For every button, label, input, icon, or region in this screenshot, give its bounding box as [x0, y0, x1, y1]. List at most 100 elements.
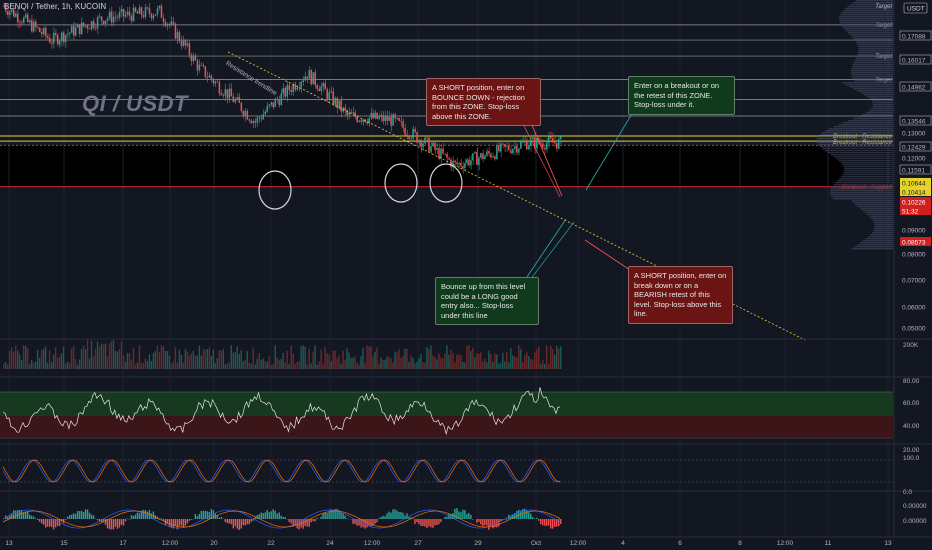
candle-body — [318, 88, 320, 92]
macd-histogram-bar — [116, 519, 119, 529]
volume-bar — [58, 356, 61, 369]
annotation-short-top[interactable]: A SHORT position, enter on BOUNCE DOWN -… — [426, 78, 541, 126]
volume-bar — [196, 355, 199, 369]
macd-histogram-bar — [278, 512, 280, 519]
price-tag-bg — [899, 30, 932, 41]
volume-bar — [36, 349, 39, 369]
rsi-scale-label: 60.00 — [903, 400, 920, 407]
candle-body — [214, 81, 217, 84]
volume-bar — [436, 359, 438, 369]
volume-bar — [290, 345, 292, 369]
volume-bar — [392, 362, 394, 369]
price-tag-bg — [899, 81, 932, 92]
macd-histogram-bar — [332, 509, 334, 519]
candle-body — [348, 112, 350, 115]
volume-bar — [172, 361, 175, 369]
macd-histogram-bar — [514, 513, 516, 519]
volume-profile-bar — [864, 94, 893, 96]
volume-profile-bar — [819, 146, 893, 148]
volume-profile-bar — [857, 54, 893, 56]
volume-profile-bar — [816, 140, 893, 142]
candle-body — [464, 163, 466, 169]
candle-body — [64, 34, 67, 43]
volume-bar — [356, 362, 358, 369]
volume-profile-bar — [864, 212, 893, 214]
candle-body — [462, 166, 464, 169]
volume-bar — [434, 356, 436, 369]
stoch-panel — [0, 443, 932, 483]
level-label: Target — [875, 23, 892, 29]
macd-histogram-bar — [518, 509, 520, 519]
volume-profile-bar — [832, 198, 893, 200]
volume-bar — [346, 348, 348, 369]
candle-body — [292, 84, 294, 92]
volume-bar — [292, 353, 294, 369]
macd-histogram-bar — [112, 519, 115, 530]
macd-histogram-bar — [230, 519, 232, 525]
candle-body — [92, 21, 95, 28]
candle-body — [240, 102, 243, 111]
macd-histogram-bar — [38, 519, 41, 522]
macd-histogram-bar — [314, 519, 316, 522]
macd-histogram-bar — [538, 519, 540, 521]
volume-profile-bar — [844, 8, 893, 10]
volume-bar — [530, 358, 532, 369]
macd-histogram-bar — [20, 510, 23, 519]
volume-bar — [338, 355, 340, 369]
candle-body — [232, 96, 235, 103]
candle-body — [218, 82, 221, 94]
volume-bar — [86, 339, 89, 369]
macd-histogram-bar — [130, 515, 133, 519]
candle-body — [208, 75, 211, 78]
candle-body — [514, 145, 516, 149]
volume-profile-bar — [837, 180, 893, 182]
macd-line — [2, 509, 561, 529]
volume-bar — [500, 362, 502, 369]
candle-body — [546, 142, 548, 150]
macd-histogram-bar — [238, 519, 240, 530]
price-axis-label: 0.12000 — [902, 156, 926, 163]
time-axis-label: 12:00 — [570, 540, 587, 547]
volume-bar — [374, 351, 376, 369]
candle-body — [346, 110, 348, 115]
candle-body — [262, 114, 265, 120]
candle-body — [286, 85, 288, 97]
volume-bar — [394, 351, 396, 369]
candle-body — [510, 150, 512, 154]
volume-bar — [216, 357, 219, 369]
volume-bar — [170, 363, 173, 369]
volume-profile-bar — [817, 136, 893, 138]
macd-histogram-bar — [82, 512, 85, 519]
candle-body — [420, 140, 422, 148]
candle-body — [134, 7, 137, 12]
volume-bar — [470, 351, 472, 369]
candle-body — [362, 119, 364, 122]
candle-body — [526, 141, 528, 150]
candle-body — [142, 15, 145, 18]
macd-histogram-bar — [372, 519, 374, 526]
annotation-long-bottom[interactable]: Bounce up from this level could be a LON… — [435, 277, 539, 325]
volume-bar — [130, 359, 133, 369]
annotation-long-top[interactable]: Enter on a breakout or on the retest of … — [628, 76, 735, 115]
macd-histogram-bar — [142, 509, 145, 519]
macd-histogram-bar — [526, 509, 528, 519]
candle-body — [374, 112, 376, 119]
volume-bar — [272, 364, 274, 369]
volume-bar — [118, 348, 121, 369]
volume-profile-bar — [874, 224, 893, 226]
annotation-short-bottom[interactable]: A SHORT position, enter on break down or… — [628, 266, 733, 324]
volume-profile-bar — [816, 142, 893, 144]
volume-bar — [540, 364, 542, 369]
macd-histogram-bar — [106, 519, 109, 529]
macd-histogram-bar — [202, 511, 205, 519]
macd-histogram-bar — [360, 519, 362, 528]
candle-body — [534, 137, 536, 149]
volume-bar — [554, 355, 556, 369]
candle-body — [470, 160, 472, 166]
candle-body — [254, 121, 257, 123]
macd-histogram-bar — [166, 519, 169, 524]
volume-bar — [12, 351, 15, 369]
macd-histogram-bar — [410, 517, 412, 519]
macd-histogram-bar — [548, 519, 550, 526]
